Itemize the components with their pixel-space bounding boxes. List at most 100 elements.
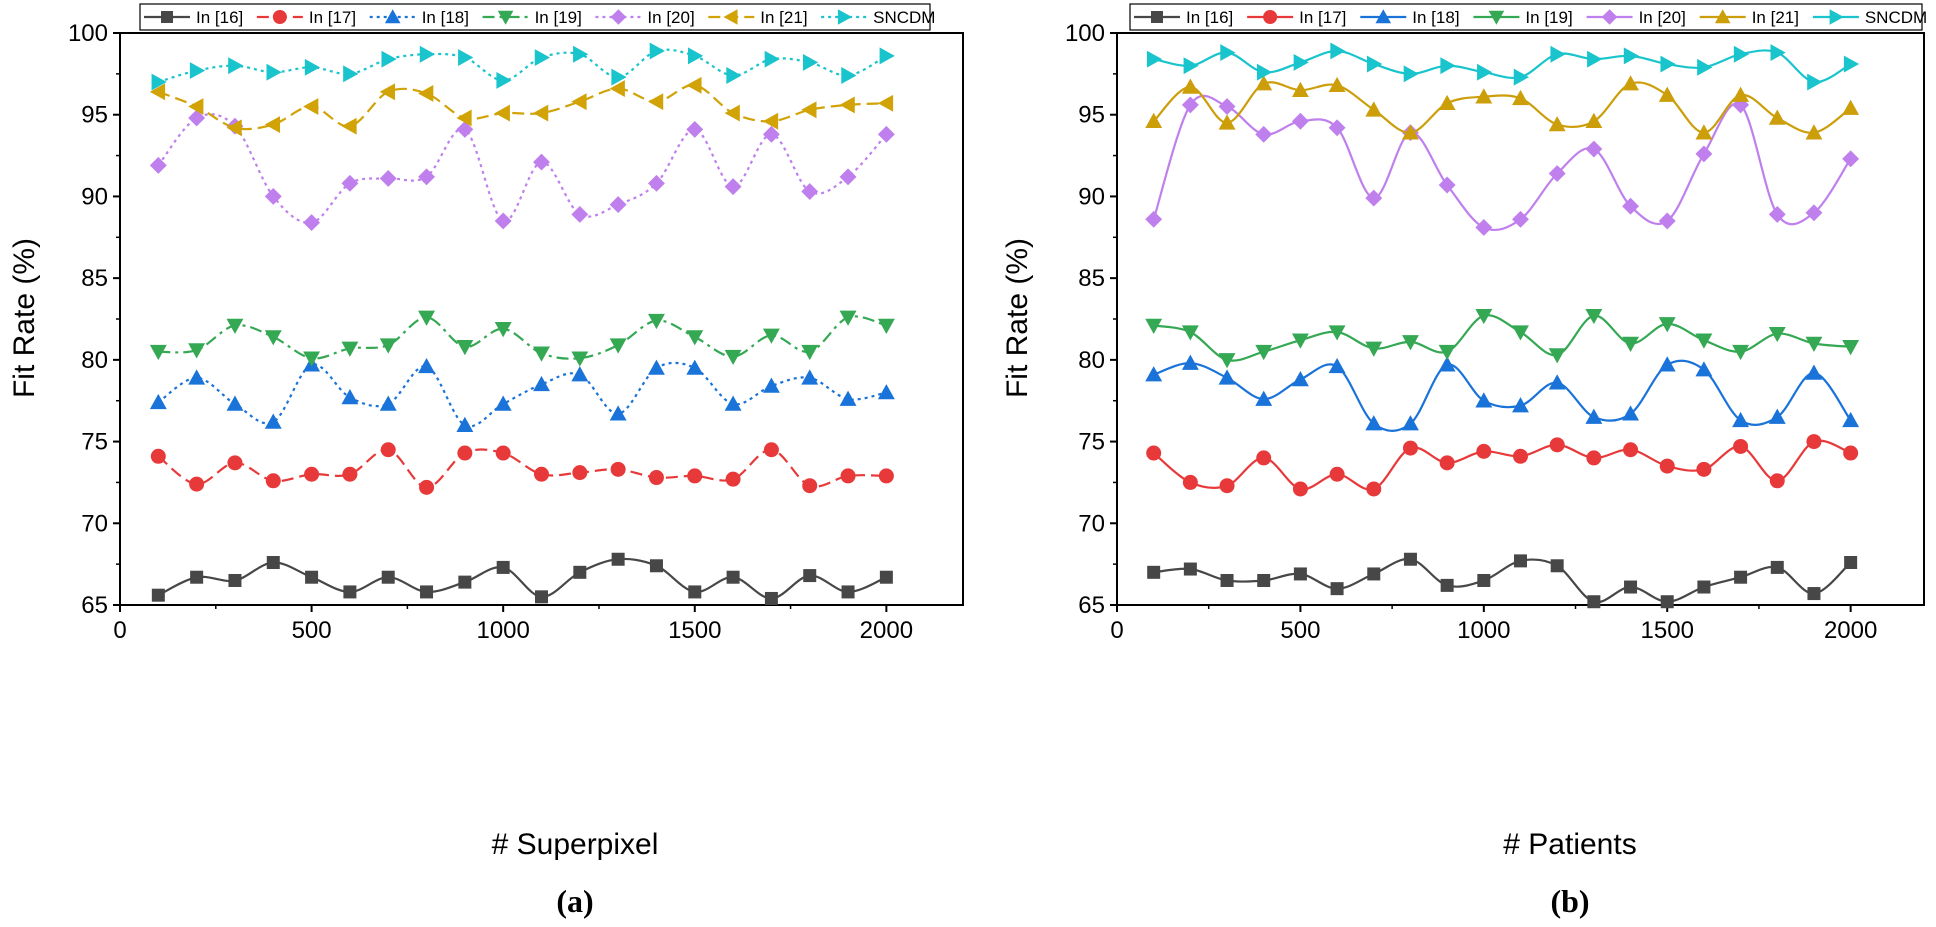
- data-point: [226, 395, 244, 411]
- panel-label-a: (a): [556, 883, 593, 919]
- data-point: [1255, 390, 1273, 406]
- data-point: [1365, 189, 1383, 207]
- data-point: [686, 76, 702, 94]
- series-b-3: [1145, 354, 1860, 432]
- data-point: [1181, 96, 1199, 114]
- data-point: [1842, 99, 1860, 115]
- data-point: [264, 187, 282, 205]
- data-point: [762, 377, 780, 393]
- data-point: [1438, 176, 1456, 194]
- legend-label: In [19]: [1525, 8, 1572, 27]
- data-point: [418, 168, 435, 186]
- legend-marker: [610, 9, 627, 25]
- legend-label: In [18]: [422, 8, 469, 27]
- data-point: [1514, 554, 1527, 568]
- data-point: [149, 344, 167, 361]
- series-b-4: [1145, 308, 1860, 369]
- x-tick-label-b: 2000: [1824, 617, 1877, 644]
- data-point: [609, 196, 627, 214]
- data-point: [1146, 445, 1162, 461]
- data-point: [1403, 65, 1419, 83]
- data-point: [1622, 405, 1639, 421]
- data-point: [1402, 335, 1419, 351]
- data-point: [801, 369, 819, 385]
- legend-marker: [1375, 9, 1392, 24]
- data-point: [1220, 573, 1234, 587]
- y-tick-label-b: 90: [1078, 183, 1105, 210]
- series-line: [158, 315, 887, 360]
- data-point: [802, 478, 818, 494]
- data-point: [1291, 371, 1309, 387]
- data-point: [609, 80, 625, 98]
- data-point: [341, 341, 359, 357]
- data-point: [687, 468, 703, 484]
- data-point: [264, 116, 281, 133]
- data-point: [266, 63, 282, 81]
- data-point: [494, 104, 510, 122]
- data-point: [1550, 45, 1566, 63]
- data-point: [1475, 308, 1493, 325]
- data-point: [1842, 340, 1860, 356]
- data-point: [1696, 461, 1712, 477]
- data-point: [1182, 474, 1198, 490]
- data-point: [1658, 212, 1676, 230]
- data-point: [1768, 408, 1786, 424]
- data-point: [1512, 325, 1529, 341]
- data-point: [1770, 560, 1784, 574]
- data-point: [726, 570, 740, 584]
- data-point: [1439, 455, 1455, 471]
- data-point: [1328, 119, 1346, 137]
- data-point: [188, 369, 206, 385]
- x-axis-title-a: # Superpixel: [492, 828, 659, 861]
- data-point: [1658, 86, 1676, 102]
- series-b-5: [1145, 94, 1860, 236]
- data-point: [1697, 58, 1713, 76]
- data-point: [1624, 580, 1638, 594]
- data-point: [534, 49, 550, 66]
- legend-label: In [18]: [1412, 8, 1459, 27]
- data-point: [609, 405, 627, 421]
- data-point: [649, 559, 663, 573]
- series-b-7: [1146, 42, 1860, 91]
- legend-label: In [17]: [1299, 8, 1346, 27]
- x-tick-label-a: 1500: [668, 617, 721, 644]
- data-point: [1805, 364, 1823, 380]
- data-point: [1256, 450, 1272, 466]
- data-point: [609, 338, 627, 354]
- data-point: [149, 393, 167, 410]
- data-point: [1218, 369, 1236, 385]
- data-point: [1842, 411, 1860, 428]
- data-point: [724, 395, 742, 411]
- data-point: [877, 94, 894, 112]
- data-point: [381, 570, 395, 584]
- data-point: [1732, 86, 1750, 102]
- data-point: [1291, 112, 1309, 130]
- data-point: [304, 466, 320, 482]
- data-point: [801, 101, 817, 119]
- x-tick-label-a: 2000: [860, 617, 913, 644]
- series-b-1: [1147, 552, 1858, 609]
- data-point: [802, 53, 819, 71]
- series-b-2: [1146, 434, 1859, 497]
- data-point: [1183, 57, 1199, 75]
- data-point: [841, 67, 857, 84]
- data-point: [1548, 348, 1566, 364]
- data-point: [1844, 556, 1858, 570]
- data-point: [688, 47, 704, 65]
- data-point: [1255, 125, 1273, 143]
- data-point: [1145, 112, 1163, 129]
- data-point: [648, 313, 665, 330]
- data-point: [188, 98, 204, 115]
- legend-marker: [497, 10, 514, 25]
- data-point: [381, 50, 397, 68]
- data-point: [1291, 333, 1309, 349]
- legend-label: In [19]: [535, 8, 582, 27]
- data-point: [725, 471, 741, 487]
- data-point: [496, 560, 510, 574]
- legend-marker: [1488, 10, 1505, 25]
- data-point: [1218, 114, 1236, 130]
- data-point: [1255, 344, 1273, 361]
- data-point: [1255, 75, 1273, 91]
- data-point: [379, 170, 397, 187]
- data-point: [1548, 374, 1566, 390]
